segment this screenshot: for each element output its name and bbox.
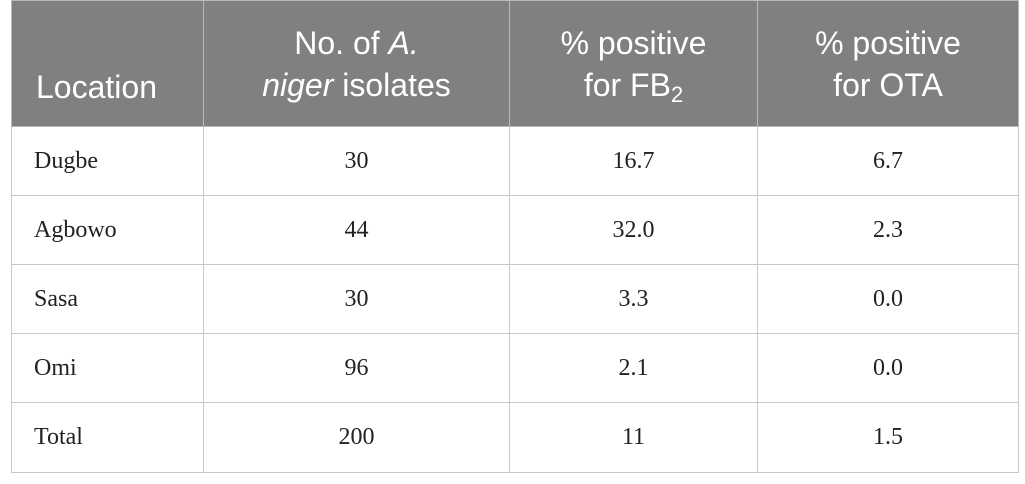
column-header-ota: % positive for OTA [757, 0, 1019, 127]
fb2-header-line2: for FB [583, 66, 671, 103]
column-header-isolates: No. of A. niger isolates [203, 0, 510, 127]
table-row-total: Total 200 11 1.5 [11, 402, 1019, 473]
cell-ota: 1.5 [757, 402, 1019, 473]
isolates-header-genus: A. [388, 24, 419, 61]
column-header-location: Location [11, 0, 204, 127]
cell-location: Agbowo [11, 195, 204, 265]
cell-isolates: 30 [203, 126, 510, 196]
column-header-fb2: % positive for FB2 [509, 0, 758, 127]
cell-ota: 2.3 [757, 195, 1019, 265]
table-row: Sasa 30 3.3 0.0 [11, 264, 1019, 334]
ota-header-line2: for OTA [833, 66, 943, 103]
cell-isolates: 30 [203, 264, 510, 334]
table-row: Omi 96 2.1 0.0 [11, 333, 1019, 403]
cell-ota: 0.0 [757, 264, 1019, 334]
ota-header-line1: % positive [815, 24, 961, 61]
cell-fb2: 3.3 [509, 264, 758, 334]
isolates-header-suffix: isolates [333, 66, 451, 103]
cell-location: Sasa [11, 264, 204, 334]
cell-fb2: 16.7 [509, 126, 758, 196]
table-row: Dugbe 30 16.7 6.7 [11, 126, 1019, 196]
cell-isolates: 44 [203, 195, 510, 265]
table-row: Agbowo 44 32.0 2.3 [11, 195, 1019, 265]
cell-location: Omi [11, 333, 204, 403]
cell-fb2: 2.1 [509, 333, 758, 403]
cell-fb2: 32.0 [509, 195, 758, 265]
cell-isolates: 200 [203, 402, 510, 473]
isolates-header-species: niger [262, 66, 334, 103]
cell-ota: 6.7 [757, 126, 1019, 196]
fb2-header-line1: % positive [560, 24, 707, 61]
header-row: Location No. of A. niger isolates % posit… [11, 0, 1019, 127]
cell-location: Dugbe [11, 126, 204, 196]
cell-ota: 0.0 [757, 333, 1019, 403]
cell-location: Total [11, 402, 204, 473]
data-table: Location No. of A. niger isolates % posit… [11, 0, 1019, 473]
fb2-header-subscript: 2 [670, 81, 684, 107]
cell-fb2: 11 [509, 402, 758, 473]
isolates-header-prefix: No. of [294, 24, 389, 61]
cell-isolates: 96 [203, 333, 510, 403]
